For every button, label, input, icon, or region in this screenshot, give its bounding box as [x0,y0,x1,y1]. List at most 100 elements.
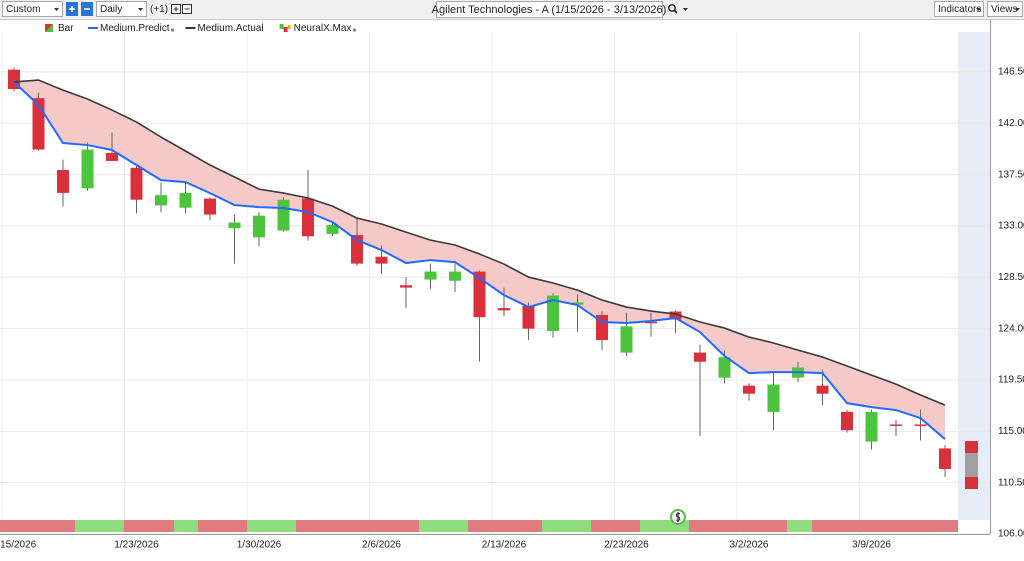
candle-body [816,385,829,394]
candle-body [694,352,706,362]
x-tick-label: 3/9/2026 [852,540,891,551]
signal-down [468,520,542,532]
candle-body [253,215,265,238]
signal-strip [0,509,958,532]
dropdown-arrow [138,8,143,11]
plus-icon [173,6,179,12]
y-tick-label: 128.50 [998,272,1024,283]
symbol-title: Agilent Technologies - A (1/15/2026 - 3/… [432,4,667,16]
legend-label: Bar [58,23,74,34]
legend-label: Medium.Predict [100,23,170,34]
candle-body [375,256,388,264]
indicators-button[interactable] [934,1,984,17]
candle-body [204,198,216,215]
candle-body [400,285,412,288]
candle-body [449,271,461,281]
signal-up [787,520,812,532]
x-tick-label: 3/2/2026 [730,540,769,551]
dropdown-arrow [976,8,981,11]
forecast-column [958,32,990,520]
x-tick-label: 2/6/2026 [362,540,401,551]
band-fill [14,80,945,440]
dropdown-arrow [683,8,688,11]
signal-down [0,520,75,532]
candle-body [865,411,878,442]
y-tick-label: 133.00 [998,221,1024,232]
candle-body [277,199,290,231]
candle-body [473,271,486,318]
x-tick-label: 1/23/2026 [114,540,159,551]
signal-down [812,520,958,532]
legend-icon [287,25,291,29]
y-tick-label: 106.00 [998,529,1024,540]
candle-body [841,411,853,431]
views-button[interactable] [987,1,1023,17]
signal-down [689,520,787,532]
y-tick-label: 142.00 [998,118,1024,129]
range-text: Custom [6,4,40,15]
signal-up [542,520,591,532]
x-tick-label: 2/13/2026 [482,540,527,551]
y-tick-label: 146.50 [998,67,1024,78]
y-tick-label: 137.50 [998,169,1024,180]
candle-body [914,424,927,426]
forecast-top [965,441,978,453]
legend-dot [170,28,175,32]
search-icon[interactable] [668,4,676,12]
signal-down [124,520,174,532]
search-handle [673,9,678,14]
line-series [13,81,946,440]
legend: Bar Medium.Predict Medium.Actual NeuralX.Ma… [45,23,357,34]
legend-icon [279,24,284,29]
x-tick-label: 1/15/2026 [0,540,37,551]
line-series [13,79,946,406]
forecast-bottom [965,477,978,489]
candle-body [155,195,167,206]
candle-body [890,424,902,426]
y-tick-label: 124.00 [998,323,1024,334]
y-tick-label: 119.50 [998,375,1024,386]
legend-dot [352,28,357,32]
candle-body [620,326,633,353]
dropdown-arrow [1015,8,1020,11]
signal-up [174,520,198,532]
candle-body [228,222,241,229]
candle-body [547,295,559,331]
forecast-box [965,441,978,489]
signal-up [419,520,468,532]
x-tick-label: 2/23/2026 [604,540,649,551]
candle-body [302,198,314,237]
legend-label: Medium.Actual [197,23,263,34]
signal-down [296,520,419,532]
signal-up [247,520,296,532]
dollar-sign [675,512,681,522]
candle-body [669,311,682,320]
dropdown-arrow [54,8,59,11]
candle-body [498,308,510,311]
candle-body [743,385,755,394]
range-dropdown[interactable] [2,1,63,17]
candle-body [81,149,94,189]
candle-body [718,357,731,378]
candle-body [130,167,143,200]
candle-body [326,224,339,234]
signal-down [198,520,247,532]
candle-body [767,384,780,412]
period-dropdown[interactable] [96,1,147,17]
plot [8,67,951,477]
y-tick-label: 110.50 [998,477,1024,488]
legend-label: NeuralX.Max [294,23,352,34]
indicators-text: Indicators [938,4,981,15]
x-tick-label: 1/30/2026 [237,540,282,551]
views-text: Views [991,4,1018,15]
legend-icon [45,24,53,32]
signal-up [75,520,124,532]
period-text: Daily [100,4,122,15]
symbol-box[interactable] [436,1,663,18]
candle-body [106,152,118,161]
signal-down [591,520,640,532]
candle-body [571,302,584,305]
legend-icon [283,27,288,32]
plus-icon [69,6,75,12]
